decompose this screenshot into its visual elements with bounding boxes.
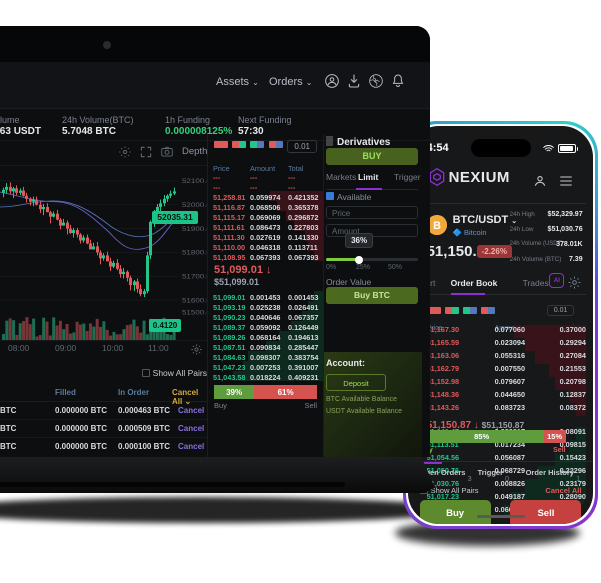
svg-text:52000.00: 52000.00 [182,203,207,209]
svg-text:B: B [433,219,441,231]
svg-text:51900.00: 51900.00 [182,227,207,233]
svg-text:51800.00: 51800.00 [182,250,207,256]
svg-text:51700.00: 51700.00 [182,274,207,280]
svg-text:52100.00: 52100.00 [182,179,207,185]
svg-text:51600.00: 51600.00 [182,298,207,304]
